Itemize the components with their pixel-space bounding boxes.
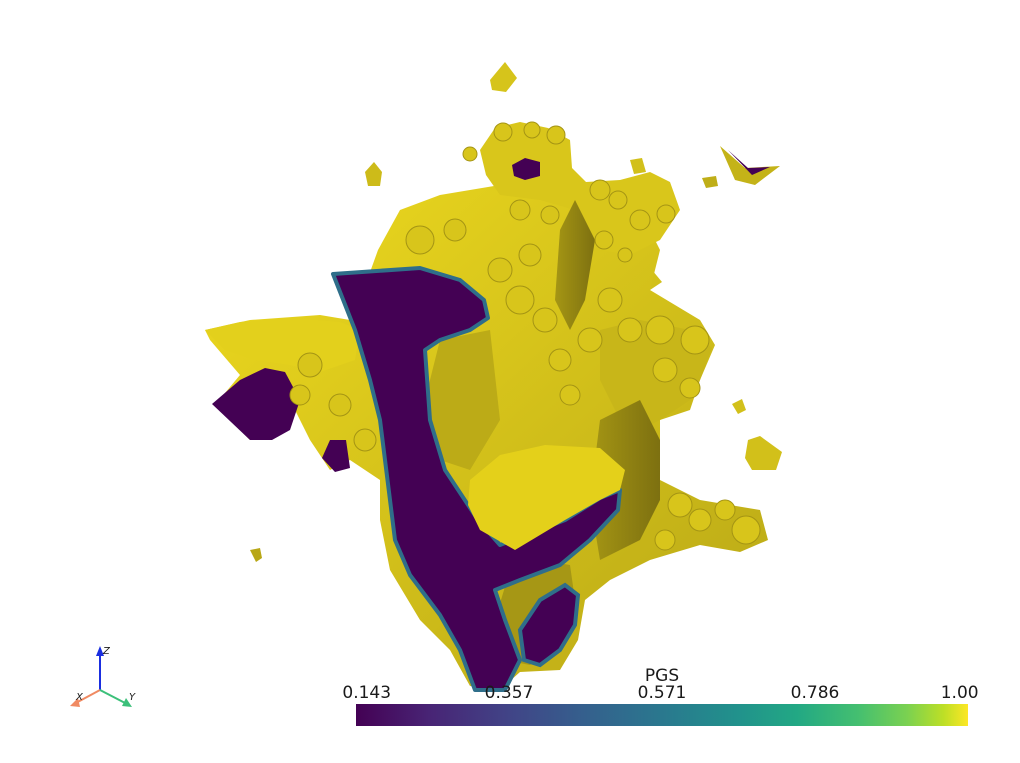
scalar-bar-tick-label: 0.143 xyxy=(342,683,392,703)
y-axis-line xyxy=(99,689,128,705)
y-axis-arrow xyxy=(122,698,132,707)
scalar-bar-tick-label: 0.357 xyxy=(484,683,534,703)
x-axis-arrow xyxy=(70,698,80,707)
x-axis-label: X xyxy=(75,692,84,703)
scalar-bar-gradient xyxy=(356,704,968,726)
z-axis-label: Z xyxy=(102,646,111,657)
scalar-bar-tick-label: 1.00 xyxy=(940,683,979,703)
scalar-bar: PGS 0.143 0.357 0.571 0.786 1.00 xyxy=(342,666,979,728)
orientation-axes[interactable]: Z X Y xyxy=(70,646,136,707)
cut-face-upper xyxy=(331,266,622,692)
scalar-bar-title: PGS xyxy=(644,666,680,686)
scalar-bar-tick-label: 0.571 xyxy=(637,683,687,703)
scalar-bar-tick-label: 0.786 xyxy=(790,683,840,703)
scalar-bar-ticks: 0.143 0.357 0.571 0.786 1.00 xyxy=(342,683,978,705)
isosurface-mesh xyxy=(205,62,782,692)
z-axis-arrow xyxy=(96,646,104,656)
y-axis-label: Y xyxy=(129,692,136,703)
bubbles xyxy=(289,121,761,551)
